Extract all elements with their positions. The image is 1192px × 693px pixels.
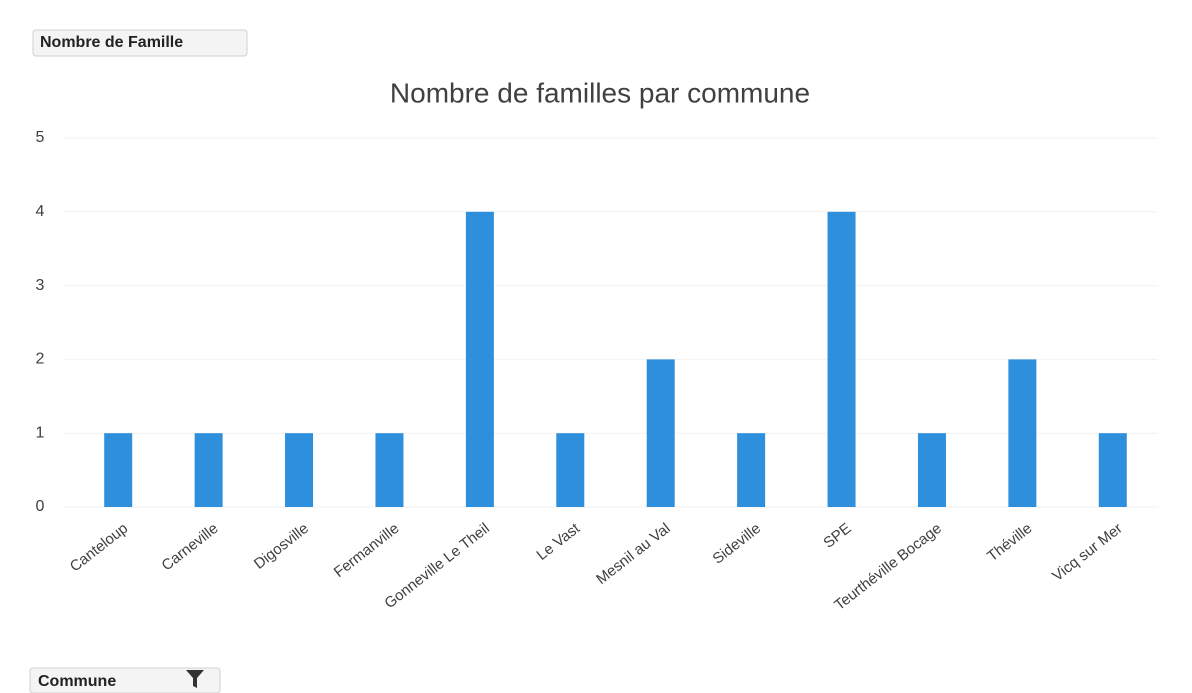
y-tick-label: 5 bbox=[36, 129, 45, 146]
value-field-button[interactable] bbox=[32, 29, 248, 57]
x-tick-label: Théville bbox=[984, 520, 1035, 565]
x-tick-label: Canteloup bbox=[67, 520, 131, 576]
value-field-label: Nombre de Famille bbox=[40, 34, 183, 51]
x-tick-label: Digosville bbox=[251, 520, 312, 573]
y-tick-label: 1 bbox=[36, 424, 45, 441]
x-tick-label: Mesnil au Val bbox=[593, 520, 674, 588]
bar bbox=[194, 433, 223, 507]
bar bbox=[556, 433, 585, 507]
x-tick-label: Carneville bbox=[159, 520, 222, 574]
y-tick-label: 0 bbox=[36, 498, 45, 515]
bar bbox=[737, 433, 766, 507]
bar bbox=[285, 433, 314, 507]
x-tick-label: Sideville bbox=[710, 520, 764, 568]
bar bbox=[1098, 433, 1127, 507]
bar bbox=[375, 433, 404, 507]
bar bbox=[465, 211, 494, 508]
bar bbox=[1008, 359, 1037, 507]
y-tick-label: 4 bbox=[36, 203, 45, 220]
bar bbox=[104, 433, 133, 507]
x-tick-label: SPE bbox=[820, 520, 854, 552]
bar bbox=[917, 433, 946, 507]
axis-field-label: Commune bbox=[38, 673, 116, 690]
bar bbox=[646, 359, 675, 507]
chart-title: Nombre de familles par commune bbox=[390, 77, 810, 108]
axis-field-button[interactable] bbox=[29, 667, 221, 693]
x-tick-label: Fermanville bbox=[331, 520, 403, 581]
x-tick-label: Vicq sur Mer bbox=[1049, 520, 1126, 585]
y-tick-label: 2 bbox=[36, 351, 45, 368]
x-tick-label: Le Vast bbox=[534, 519, 584, 564]
y-tick-label: 3 bbox=[36, 277, 45, 294]
filter-icon[interactable] bbox=[186, 670, 204, 688]
bar bbox=[827, 211, 856, 508]
